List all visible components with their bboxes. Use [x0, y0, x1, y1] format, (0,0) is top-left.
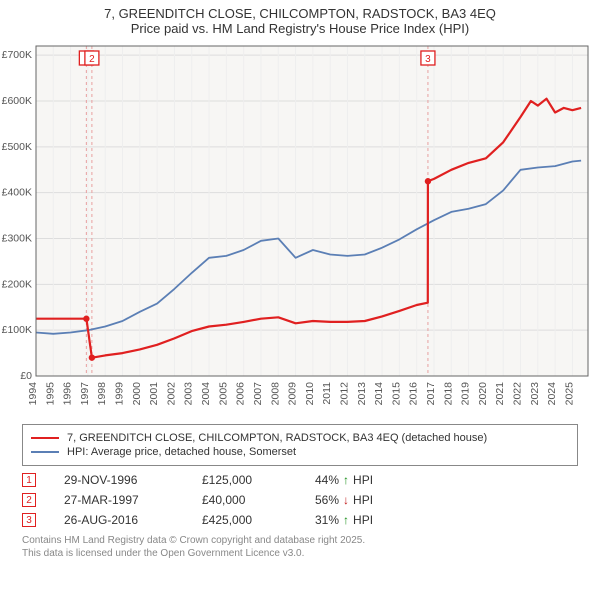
credit-text: Contains HM Land Registry data © Crown c… [22, 534, 578, 560]
sale-date: 27-MAR-1997 [64, 493, 174, 507]
svg-text:1997: 1997 [79, 382, 91, 406]
sale-delta-pct: 56% [315, 493, 339, 507]
legend-label: 7, GREENDITCH CLOSE, CHILCOMPTON, RADSTO… [67, 432, 487, 444]
svg-text:2021: 2021 [494, 382, 506, 406]
svg-text:1994: 1994 [27, 382, 39, 406]
svg-text:1998: 1998 [96, 382, 108, 406]
sales-table: 1 29-NOV-1996 £125,000 44% ↑ HPI 2 27-MA… [22, 470, 578, 530]
svg-text:2: 2 [89, 54, 95, 65]
svg-text:2025: 2025 [563, 382, 575, 406]
sale-row: 2 27-MAR-1997 £40,000 56% ↓ HPI [22, 490, 578, 510]
line-chart: £0 £100K £200K £300K £400K £500K £600K £700K 199… [0, 38, 600, 418]
svg-text:2019: 2019 [460, 382, 472, 406]
svg-text:£700K: £700K [2, 49, 32, 61]
arrow-up-icon: ↑ [343, 473, 349, 487]
svg-text:1996: 1996 [62, 382, 74, 406]
svg-text:2014: 2014 [373, 382, 385, 406]
svg-text:3: 3 [425, 54, 431, 65]
sale-delta: 31% ↑ HPI [315, 513, 373, 527]
sale-delta: 44% ↑ HPI [315, 473, 373, 487]
svg-text:2020: 2020 [477, 382, 489, 406]
legend-swatch [31, 451, 59, 453]
svg-text:2012: 2012 [338, 382, 350, 406]
svg-text:2004: 2004 [200, 382, 212, 406]
sale-marker: 3 [22, 513, 36, 527]
title-address: 7, GREENDITCH CLOSE, CHILCOMPTON, RADSTO… [8, 6, 592, 21]
svg-text:2011: 2011 [321, 382, 333, 405]
sale-delta-pct: 31% [315, 513, 339, 527]
svg-text:£100K: £100K [2, 324, 32, 336]
sale-date: 26-AUG-2016 [64, 513, 174, 527]
legend-swatch [31, 437, 59, 440]
svg-text:2017: 2017 [425, 382, 437, 406]
svg-text:1995: 1995 [44, 382, 56, 406]
svg-text:2018: 2018 [442, 382, 454, 406]
svg-text:2009: 2009 [287, 382, 299, 406]
svg-text:2022: 2022 [512, 382, 524, 406]
legend: 7, GREENDITCH CLOSE, CHILCOMPTON, RADSTO… [22, 424, 578, 466]
svg-text:2005: 2005 [217, 382, 229, 406]
svg-text:£0: £0 [20, 370, 32, 382]
svg-text:2002: 2002 [165, 382, 177, 406]
legend-label: HPI: Average price, detached house, Some… [67, 446, 296, 458]
legend-item: 7, GREENDITCH CLOSE, CHILCOMPTON, RADSTO… [31, 432, 569, 444]
svg-text:2008: 2008 [269, 382, 281, 406]
svg-text:2010: 2010 [304, 382, 316, 406]
svg-text:2015: 2015 [390, 382, 402, 406]
sale-row: 1 29-NOV-1996 £125,000 44% ↑ HPI [22, 470, 578, 490]
sale-price: £425,000 [202, 513, 287, 527]
svg-text:2016: 2016 [408, 382, 420, 406]
svg-text:2000: 2000 [131, 382, 143, 406]
sale-price: £40,000 [202, 493, 287, 507]
svg-text:2003: 2003 [183, 382, 195, 406]
svg-text:2013: 2013 [356, 382, 368, 406]
legend-item: HPI: Average price, detached house, Some… [31, 446, 569, 458]
chart-svg: £0 £100K £200K £300K £400K £500K £600K £700K 199… [0, 38, 600, 418]
svg-text:£200K: £200K [2, 278, 32, 290]
svg-text:2023: 2023 [529, 382, 541, 406]
arrow-down-icon: ↓ [343, 493, 349, 507]
sale-marker: 1 [22, 473, 36, 487]
arrow-up-icon: ↑ [343, 513, 349, 527]
title-subtitle: Price paid vs. HM Land Registry's House … [8, 21, 592, 36]
credit-line: Contains HM Land Registry data © Crown c… [22, 534, 578, 547]
sale-delta-suffix: HPI [353, 513, 373, 527]
svg-text:1999: 1999 [114, 382, 126, 406]
svg-text:£300K: £300K [2, 233, 32, 245]
sale-date: 29-NOV-1996 [64, 473, 174, 487]
sale-delta-suffix: HPI [353, 493, 373, 507]
sale-delta-pct: 44% [315, 473, 339, 487]
svg-text:£400K: £400K [2, 187, 32, 199]
svg-text:2001: 2001 [148, 382, 160, 406]
svg-text:2007: 2007 [252, 382, 264, 406]
svg-text:2024: 2024 [546, 382, 558, 406]
chart-title: 7, GREENDITCH CLOSE, CHILCOMPTON, RADSTO… [0, 0, 600, 38]
credit-line: This data is licensed under the Open Gov… [22, 547, 578, 560]
sale-delta: 56% ↓ HPI [315, 493, 373, 507]
svg-text:£500K: £500K [2, 141, 32, 153]
svg-text:2006: 2006 [235, 382, 247, 406]
sale-price: £125,000 [202, 473, 287, 487]
sale-row: 3 26-AUG-2016 £425,000 31% ↑ HPI [22, 510, 578, 530]
svg-text:£600K: £600K [2, 95, 32, 107]
sale-marker: 2 [22, 493, 36, 507]
sale-delta-suffix: HPI [353, 473, 373, 487]
